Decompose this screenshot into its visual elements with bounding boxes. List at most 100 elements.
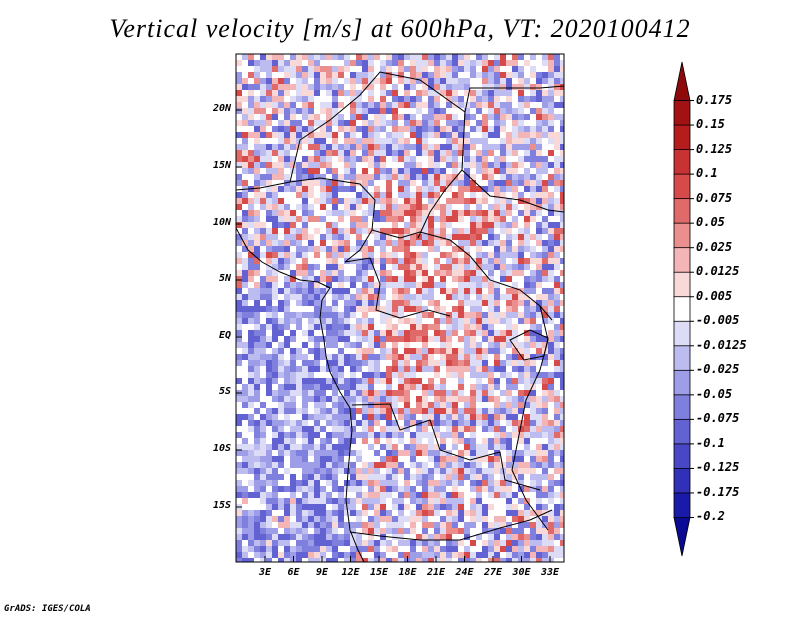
velocity-cell [278,396,285,403]
velocity-cell [524,294,531,301]
velocity-cell [266,240,273,247]
velocity-cell [404,318,411,325]
velocity-cell [422,480,429,487]
velocity-cell [314,108,321,115]
velocity-cell [248,168,255,175]
velocity-cell [458,534,465,541]
velocity-cell [260,528,267,535]
velocity-cell [284,462,291,469]
velocity-cell [368,318,375,325]
velocity-cell [530,546,537,553]
velocity-cell [368,534,375,541]
velocity-cell [320,288,327,295]
velocity-cell [272,318,279,325]
velocity-cell [458,192,465,199]
velocity-cell [356,438,363,445]
velocity-cell [488,216,495,223]
velocity-cell [422,474,429,481]
velocity-cell [296,84,303,91]
velocity-cell [254,162,261,169]
velocity-cell [458,204,465,211]
velocity-cell [422,234,429,241]
velocity-cell [308,414,315,421]
velocity-cell [260,180,267,187]
velocity-cell [422,504,429,511]
velocity-cell [464,156,471,163]
velocity-cell [482,462,489,469]
velocity-cell [254,474,261,481]
velocity-cell [248,516,255,523]
velocity-cell [464,522,471,529]
velocity-cell [302,474,309,481]
velocity-cell [494,540,501,547]
velocity-cell [524,438,531,445]
velocity-cell [350,432,357,439]
velocity-cell [290,276,297,283]
velocity-cell [410,144,417,151]
velocity-cell [464,468,471,475]
velocity-cell [494,78,501,85]
velocity-cell [560,486,564,493]
velocity-cell [260,504,267,511]
velocity-cell [500,78,507,85]
velocity-cell [314,312,321,319]
velocity-cell [560,66,564,73]
velocity-cell [350,96,357,103]
velocity-cell [518,132,525,139]
velocity-cell [398,72,405,79]
velocity-cell [536,96,543,103]
velocity-cell [284,108,291,115]
velocity-cell [272,396,279,403]
velocity-cell [488,54,495,61]
velocity-cell [458,306,465,313]
velocity-cell [464,102,471,109]
velocity-cell [272,144,279,151]
velocity-cell [470,450,477,457]
velocity-cell [326,432,333,439]
velocity-cell [482,186,489,193]
velocity-cell [488,414,495,421]
velocity-cell [308,120,315,127]
velocity-cell [320,192,327,199]
velocity-cell [254,306,261,313]
velocity-cell [236,258,243,265]
velocity-cell [380,348,387,355]
velocity-cell [422,186,429,193]
velocity-cell [506,342,513,349]
velocity-cell [542,432,549,439]
velocity-cell [536,552,543,559]
velocity-cell [332,234,339,241]
velocity-cell [254,450,261,457]
velocity-cell [338,162,345,169]
velocity-cell [260,522,267,529]
velocity-cell [272,336,279,343]
velocity-cell [284,552,291,559]
velocity-cell [446,510,453,517]
velocity-cell [458,462,465,469]
velocity-cell [500,336,507,343]
velocity-cell [332,150,339,157]
velocity-cell [464,240,471,247]
velocity-cell [554,522,561,529]
velocity-cell [500,270,507,277]
velocity-cell [422,264,429,271]
velocity-cell [260,72,267,79]
velocity-cell [410,84,417,91]
velocity-cell [530,234,537,241]
velocity-cell [518,498,525,505]
velocity-cell [314,102,321,109]
velocity-cell [356,396,363,403]
velocity-cell [296,408,303,415]
velocity-cell [524,546,531,553]
velocity-cell [446,432,453,439]
velocity-cell [548,456,555,463]
colorbar-segment [673,198,691,225]
velocity-cell [272,150,279,157]
velocity-cell [470,366,477,373]
velocity-cell [446,384,453,391]
velocity-cell [392,246,399,253]
velocity-cell [350,330,357,337]
lon-label: 21E [426,567,446,578]
velocity-cell [512,300,519,307]
velocity-cell [452,384,459,391]
